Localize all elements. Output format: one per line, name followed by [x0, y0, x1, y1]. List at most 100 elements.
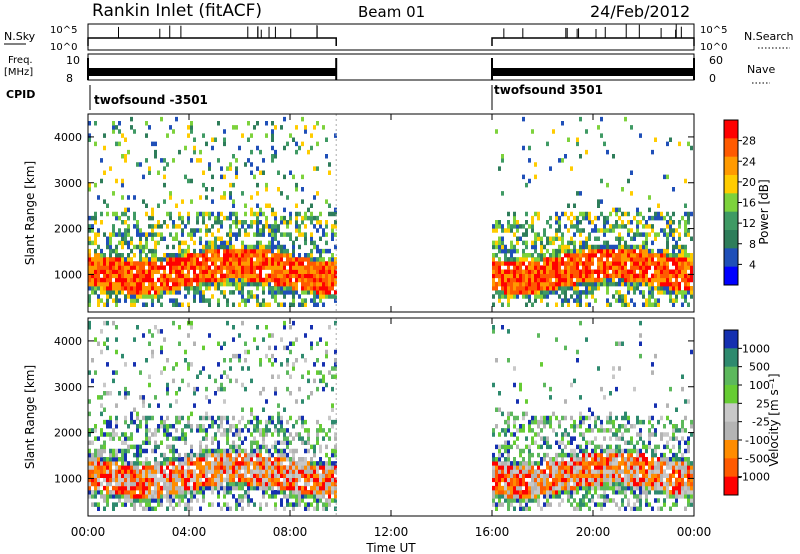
range-gate-cell — [94, 461, 97, 466]
range-gate-cell — [97, 461, 100, 466]
range-gate-cell — [274, 386, 277, 392]
range-gate-cell — [531, 469, 534, 474]
range-gate-cell — [271, 290, 274, 295]
range-gate-cell — [525, 281, 528, 287]
range-gate-cell — [139, 469, 142, 474]
range-gate-cell — [118, 465, 121, 470]
range-gate-cell — [274, 257, 277, 262]
range-gate-cell — [280, 485, 283, 491]
range-gate-cell — [181, 257, 184, 262]
range-gate-cell — [223, 290, 226, 295]
range-gate-cell — [112, 211, 115, 217]
range-gate-cell — [289, 465, 292, 470]
range-gate-cell — [148, 498, 151, 503]
range-gate-cell — [112, 224, 115, 229]
range-gate-cell — [292, 290, 295, 295]
range-gate-cell — [600, 419, 603, 425]
range-gate-cell — [307, 261, 310, 266]
range-gate-cell — [531, 240, 534, 246]
range-gate-cell — [319, 428, 322, 433]
range-gate-cell — [606, 240, 609, 246]
range-gate-cell — [274, 428, 277, 433]
range-gate-cell — [238, 419, 241, 425]
range-gate-cell — [109, 424, 112, 429]
range-gate-cell — [163, 286, 166, 291]
range-gate-cell — [265, 133, 268, 138]
range-gate-cell — [178, 248, 181, 254]
range-gate-cell — [555, 290, 558, 295]
range-gate-cell — [651, 240, 654, 246]
range-gate-cell — [88, 302, 91, 307]
range-gate-cell — [546, 273, 549, 279]
range-gate-cell — [148, 477, 151, 483]
range-gate-cell — [259, 232, 262, 237]
range-gate-cell — [672, 220, 675, 225]
range-gate-cell — [570, 457, 573, 462]
range-gate-cell — [588, 440, 591, 445]
range-gate-cell — [136, 473, 139, 478]
range-gate-cell — [139, 502, 142, 507]
range-gate-cell — [507, 428, 510, 433]
range-gate-cell — [618, 298, 621, 303]
range-gate-cell — [582, 477, 585, 483]
range-gate-cell — [624, 440, 627, 445]
range-gate-cell — [609, 273, 612, 279]
range-gate-cell — [130, 411, 133, 417]
range-gate-cell — [199, 273, 202, 279]
range-gate-cell — [642, 232, 645, 237]
range-gate-cell — [262, 170, 265, 175]
range-gate-cell — [88, 432, 91, 437]
range-gate-cell — [633, 485, 636, 491]
range-gate-cell — [190, 232, 193, 237]
range-gate-cell — [97, 452, 100, 458]
range-gate-cell — [205, 248, 208, 254]
range-gate-cell — [555, 269, 558, 274]
range-gate-cell — [145, 419, 148, 425]
range-gate-cell — [208, 257, 211, 262]
range-gate-cell — [519, 281, 522, 287]
range-gate-cell — [109, 481, 112, 487]
range-gate-cell — [552, 265, 555, 270]
range-gate-cell — [492, 477, 495, 483]
range-gate-cell — [238, 253, 241, 258]
range-gate-cell — [133, 506, 136, 511]
range-gate-cell — [277, 481, 280, 487]
range-gate-cell — [582, 481, 585, 487]
range-gate-cell — [564, 428, 567, 433]
range-gate-cell — [507, 211, 510, 217]
range-gate-cell — [582, 277, 585, 283]
range-gate-cell — [100, 349, 103, 355]
range-gate-cell — [151, 294, 154, 299]
range-gate-cell — [543, 452, 546, 458]
range-gate-cell — [606, 469, 609, 474]
range-gate-cell — [229, 290, 232, 295]
range-gate-cell — [609, 224, 612, 229]
range-gate-cell — [313, 257, 316, 262]
range-gate-cell — [504, 457, 507, 462]
range-gate-cell — [232, 290, 235, 295]
range-gate-cell — [178, 253, 181, 258]
range-gate-cell — [178, 261, 181, 266]
range-gate-cell — [322, 261, 325, 266]
range-gate-cell — [250, 149, 253, 155]
range-gate-cell — [280, 277, 283, 283]
range-gate-cell — [543, 481, 546, 487]
range-gate-cell — [286, 440, 289, 445]
range-gate-cell — [543, 490, 546, 495]
range-gate-cell — [630, 436, 633, 441]
range-gate-cell — [235, 506, 238, 511]
range-gate-cell — [561, 211, 564, 217]
range-gate-cell — [262, 436, 265, 441]
range-gate-cell — [322, 257, 325, 262]
range-gate-cell — [304, 448, 307, 454]
range-gate-cell — [516, 240, 519, 246]
range-gate-cell — [675, 253, 678, 258]
range-gate-cell — [250, 457, 253, 462]
range-gate-cell — [633, 232, 636, 237]
range-gate-cell — [319, 378, 322, 384]
range-gate-cell — [259, 269, 262, 274]
range-gate-cell — [310, 145, 313, 151]
range-gate-cell — [588, 452, 591, 458]
range-gate-cell — [220, 481, 223, 487]
range-gate-cell — [211, 240, 214, 246]
